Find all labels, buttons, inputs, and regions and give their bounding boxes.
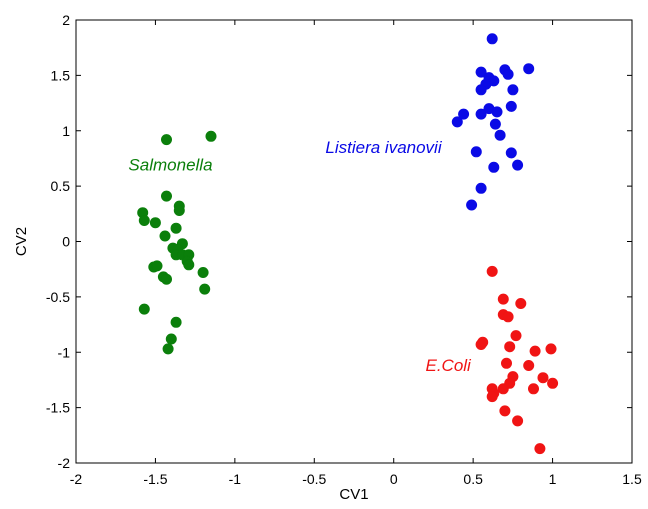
- x-tick-label: 0: [390, 471, 398, 487]
- y-tick-label: -0.5: [46, 289, 70, 305]
- axis-ticks: -2 -1.5 -1 -0.5 0 0.5 1 1.5 -2 -1.5 -1 -0.5 0 0.5 1 1.5…: [46, 12, 642, 487]
- data-point: [545, 343, 557, 355]
- data-point: [451, 116, 463, 128]
- y-tick-label: 0.5: [51, 178, 71, 194]
- series-1: [451, 33, 535, 211]
- data-point: [497, 293, 509, 305]
- y-axis-title: CV2: [13, 227, 30, 256]
- x-tick-label: 0.5: [463, 471, 483, 487]
- data-point: [475, 182, 487, 194]
- data-point: [162, 343, 174, 355]
- data-point: [491, 106, 503, 118]
- x-tick-label: 1.5: [622, 471, 642, 487]
- data-point: [183, 259, 195, 271]
- data-point: [138, 303, 150, 315]
- data-point: [458, 108, 470, 120]
- data-point: [510, 330, 522, 342]
- y-tick-label: -2: [58, 455, 71, 471]
- data-point: [161, 273, 173, 285]
- data-point: [475, 66, 487, 78]
- y-tick-label: -1.5: [46, 400, 70, 416]
- data-point: [502, 311, 514, 323]
- data-point: [507, 84, 519, 96]
- x-tick-label: -0.5: [302, 471, 326, 487]
- data-point: [486, 265, 498, 277]
- data-point: [486, 391, 498, 403]
- data-point: [505, 100, 517, 112]
- x-tick-label: -2: [70, 471, 83, 487]
- data-point: [197, 266, 209, 278]
- data-point: [151, 260, 163, 272]
- data-point: [470, 146, 482, 158]
- data-point: [486, 33, 498, 45]
- series-0: [137, 130, 217, 355]
- data-point: [138, 215, 150, 227]
- x-tick-label: -1.5: [143, 471, 167, 487]
- data-point: [497, 383, 509, 395]
- y-tick-label: 0: [62, 234, 70, 250]
- data-point: [500, 357, 512, 369]
- y-tick-label: 1.5: [51, 67, 71, 83]
- data-point: [149, 217, 161, 229]
- data-point: [199, 283, 211, 295]
- x-tick-label: 1: [549, 471, 557, 487]
- y-tick-label: -1: [58, 344, 71, 360]
- cluster-label: Listiera ivanovii: [325, 138, 442, 157]
- data-point: [475, 338, 487, 350]
- x-axis-title: CV1: [339, 486, 368, 503]
- cluster-labels: Salmonella Listiera ivanovii E.Coli: [128, 138, 472, 375]
- data-point: [488, 161, 500, 173]
- data-point: [512, 415, 524, 427]
- data-point: [170, 316, 182, 328]
- data-point: [523, 359, 535, 371]
- data-point: [534, 443, 546, 455]
- cluster-label: E.Coli: [425, 356, 472, 375]
- data-point: [466, 199, 478, 211]
- data-point: [159, 230, 171, 242]
- data-point: [475, 108, 487, 120]
- data-point: [173, 205, 185, 217]
- series-2: [475, 265, 559, 455]
- y-tick-label: 1: [62, 123, 70, 139]
- data-point: [529, 345, 541, 357]
- plot-area: [76, 20, 632, 463]
- data-point: [489, 118, 501, 130]
- data-point: [515, 297, 527, 309]
- y-tick-label: 2: [62, 12, 70, 28]
- x-tick-label: -1: [229, 471, 242, 487]
- data-point: [547, 377, 559, 389]
- data-point: [494, 129, 506, 141]
- data-point: [505, 147, 517, 159]
- data-point: [165, 333, 177, 345]
- data-point: [537, 372, 549, 384]
- data-point: [475, 84, 487, 96]
- data-point: [502, 68, 514, 80]
- data-point: [161, 134, 173, 146]
- data-points: [137, 33, 559, 455]
- data-point: [527, 383, 539, 395]
- data-point: [512, 159, 524, 171]
- data-point: [205, 130, 217, 142]
- data-point: [504, 341, 516, 353]
- data-point: [523, 63, 535, 75]
- data-point: [499, 405, 511, 417]
- data-point: [161, 190, 173, 202]
- cluster-label: Salmonella: [128, 156, 212, 175]
- data-point: [170, 222, 182, 234]
